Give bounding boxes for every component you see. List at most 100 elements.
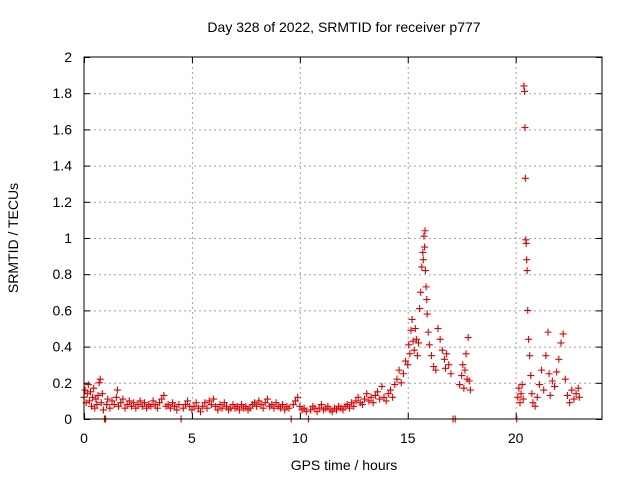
data-point	[292, 397, 300, 405]
y-tick-label: 1.6	[53, 121, 73, 137]
data-point	[210, 395, 217, 403]
data-point	[393, 375, 401, 383]
data-point	[386, 386, 394, 394]
data-point	[98, 390, 106, 398]
data-point	[416, 305, 424, 313]
data-point	[253, 402, 261, 410]
data-point	[81, 386, 89, 394]
data-point	[119, 395, 127, 403]
data-point	[238, 401, 246, 409]
data-point	[559, 330, 567, 338]
data-point	[343, 401, 351, 409]
data-point	[158, 395, 166, 403]
data-point	[333, 406, 341, 414]
data-point	[404, 361, 412, 369]
data-point	[156, 399, 164, 407]
data-point	[459, 361, 467, 369]
data-point	[442, 364, 450, 372]
data-point	[369, 399, 377, 407]
data-point	[313, 408, 321, 416]
data-point	[411, 325, 419, 332]
data-point	[143, 404, 151, 412]
data-point	[279, 401, 287, 409]
data-point	[263, 395, 271, 403]
data-point	[281, 406, 289, 414]
data-point	[317, 401, 325, 409]
data-point	[424, 328, 432, 336]
data-point	[408, 315, 416, 323]
data-point	[296, 402, 304, 410]
data-point	[115, 402, 123, 410]
data-point	[410, 346, 418, 354]
data-point	[406, 350, 414, 358]
data-point	[434, 325, 442, 332]
y-tick-label: 1.4	[53, 158, 73, 174]
data-point	[555, 355, 563, 363]
data-point	[524, 306, 532, 314]
data-point	[216, 401, 224, 409]
data-point	[246, 404, 254, 412]
data-point	[380, 393, 388, 401]
y-tick-label: 1.2	[53, 194, 73, 210]
data-point	[160, 391, 168, 399]
data-point	[527, 372, 535, 380]
data-point	[458, 372, 466, 380]
data-point	[218, 404, 226, 412]
data-point	[528, 390, 536, 398]
data-point	[181, 401, 189, 409]
data-point	[153, 404, 161, 412]
grid-lines	[84, 57, 602, 419]
data-point	[425, 341, 433, 349]
data-point	[113, 386, 121, 394]
data-point	[93, 401, 101, 409]
data-point	[104, 395, 112, 403]
data-point	[391, 381, 399, 389]
data-point	[440, 355, 448, 363]
data-point	[110, 401, 118, 409]
data-point	[130, 399, 138, 407]
data-point	[413, 352, 421, 360]
data-points	[80, 82, 583, 423]
x-tick-label: 20	[508, 430, 524, 446]
data-point	[197, 408, 205, 416]
x-tick-label: 0	[80, 430, 88, 446]
data-point	[421, 227, 429, 235]
data-point	[289, 401, 297, 409]
data-point	[255, 397, 263, 405]
data-point	[561, 375, 569, 383]
data-point	[361, 395, 369, 403]
data-point	[574, 384, 582, 392]
data-point	[259, 404, 267, 412]
data-point	[395, 366, 403, 374]
data-point	[95, 379, 103, 387]
data-point	[354, 393, 362, 401]
data-point	[546, 391, 554, 399]
data-point	[436, 335, 444, 343]
data-point	[371, 391, 379, 399]
data-point	[421, 267, 429, 275]
data-point	[184, 397, 192, 405]
data-point	[572, 390, 580, 398]
x-tick-labels: 0 5 10 15 20	[80, 430, 524, 446]
chart-title: Day 328 of 2022, SRMTID for receiver p77…	[207, 19, 480, 35]
data-point	[419, 248, 427, 256]
data-point	[405, 341, 413, 349]
data-point	[199, 402, 207, 410]
data-point	[112, 393, 120, 401]
data-point	[389, 393, 397, 401]
data-point	[423, 296, 431, 304]
data-point	[465, 377, 473, 385]
data-point	[535, 381, 543, 389]
data-point	[117, 399, 125, 407]
data-point	[132, 404, 140, 412]
data-point	[382, 397, 390, 405]
data-point	[517, 390, 525, 398]
data-point	[168, 399, 176, 407]
data-point	[324, 402, 332, 410]
data-point	[415, 339, 423, 347]
data-point	[220, 399, 228, 407]
y-tick-label: 1	[64, 230, 72, 246]
y-tick-label: 0.8	[53, 266, 73, 282]
y-tick-label: 0.4	[53, 339, 73, 355]
data-point	[447, 370, 455, 378]
